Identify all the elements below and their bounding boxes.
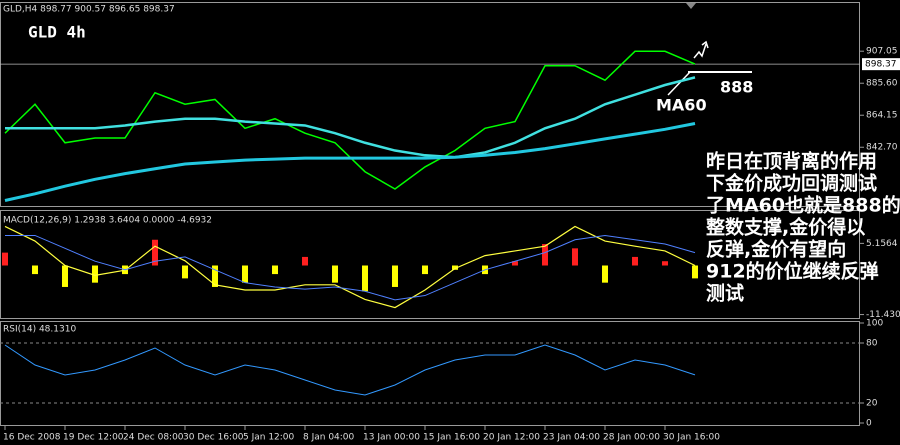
histogram-bar: [212, 265, 218, 287]
x-tick-label: 5 Jan 12:00: [243, 433, 295, 443]
scroll-marker: [686, 3, 696, 9]
y-tick-label: 842.70: [866, 143, 898, 153]
y-tick-label: 864.15: [866, 111, 898, 121]
price-label: 898.37: [865, 60, 897, 70]
note: 反弹,金价有望向: [706, 238, 846, 261]
series-line: [5, 76, 696, 159]
histogram-bar: [152, 239, 158, 266]
symbol-label: GLD 4h: [28, 23, 86, 42]
x-tick-label: 30 Jan 16:00: [663, 433, 720, 443]
histogram-bar: [32, 265, 38, 275]
note: 912的价位继续反弹: [706, 260, 879, 283]
y-tick-label: 907.05: [866, 47, 898, 57]
price-pane: [0, 2, 860, 207]
histogram-bar: [2, 252, 8, 266]
series-line: [4, 344, 696, 396]
x-tick-label: 16 Dec 2008: [3, 433, 61, 443]
histogram-bar: [632, 256, 638, 266]
x-tick-label: 23 Jan 04:00: [543, 433, 600, 443]
series-line: [4, 50, 696, 190]
price-box: [862, 58, 900, 71]
y-tick-label: 0: [866, 419, 872, 429]
note: 下金价成功回调测试: [706, 172, 877, 195]
ma60-annotation: MA60: [656, 96, 707, 115]
rsi-pane: [0, 321, 860, 426]
arrow: [693, 40, 709, 59]
y-tick-label: 100: [866, 319, 883, 329]
histogram-bar: [602, 265, 608, 283]
level-annotation: 888: [720, 78, 753, 97]
y-tick-label: 5.1564: [866, 239, 898, 249]
pane-title: RSI(14) 48.1310: [3, 325, 76, 335]
pane-title: GLD,H4 898.77 900.57 896.65 898.37: [3, 5, 175, 15]
y-tick-label: 20: [866, 399, 878, 409]
histogram-bar: [242, 265, 248, 283]
y-tick-label: -11.4308: [866, 310, 900, 320]
histogram-bar: [452, 265, 458, 270]
x-tick-label: 28 Jan 00:00: [603, 433, 660, 443]
x-tick-label: 30 Dec 16:00: [183, 433, 244, 443]
histogram-bar: [662, 261, 668, 266]
series-line: [5, 234, 696, 301]
note: 了MA60也就是888的: [706, 194, 900, 217]
histogram-bar: [272, 265, 278, 275]
y-tick-label: 80: [866, 339, 878, 349]
histogram-bar: [392, 265, 398, 287]
x-tick-label: 20 Jan 12:00: [483, 433, 540, 443]
note: 整数支撑,金价得以: [706, 216, 865, 239]
histogram-bar: [302, 256, 308, 266]
histogram-bar: [512, 261, 518, 266]
x-tick-label: 19 Dec 12:00: [63, 433, 124, 443]
x-tick-label: 8 Jan 04:00: [303, 433, 355, 443]
histogram-bar: [92, 265, 98, 283]
pane-title: MACD(12,26,9) 1.2938 3.6404 0.0000 -4.69…: [3, 216, 212, 226]
histogram-bar: [422, 265, 428, 275]
histogram-bar: [572, 248, 578, 266]
histogram-bar: [62, 265, 68, 287]
histogram-bar: [332, 265, 338, 283]
x-tick-label: 13 Jan 00:00: [363, 433, 420, 443]
series-line: [4, 225, 696, 309]
histogram-bar: [182, 265, 188, 279]
x-tick-label: 15 Jan 16:00: [423, 433, 480, 443]
histogram-bar: [692, 265, 698, 279]
series-line: [4, 122, 696, 202]
note: 测试: [706, 283, 744, 305]
y-tick-label: 885.60: [866, 79, 898, 89]
histogram-bar: [362, 265, 368, 292]
note: 昨日在顶背离的作用: [706, 150, 877, 173]
x-tick-label: 24 Dec 08:00: [123, 433, 184, 443]
histogram-bar: [542, 244, 548, 266]
macd-pane: [0, 210, 860, 319]
ma60-pointer: [667, 71, 691, 96]
